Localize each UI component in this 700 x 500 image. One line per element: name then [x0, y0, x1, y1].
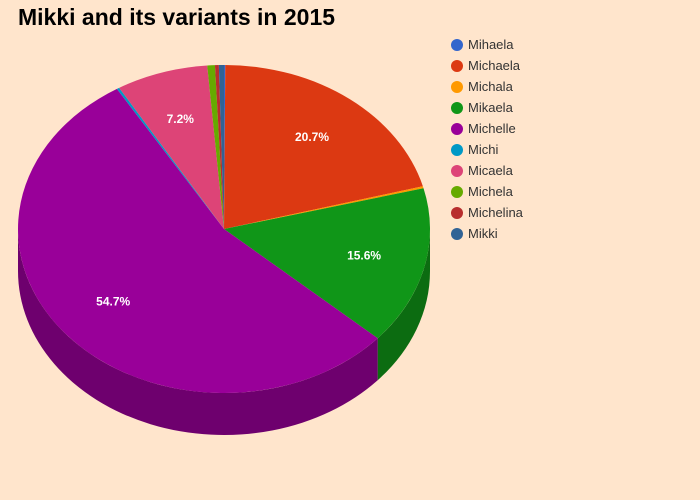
legend-item-mihaela[interactable]: Mihaela [451, 34, 523, 55]
pie-slice-michaela[interactable] [224, 65, 423, 229]
legend-label: Michelina [468, 205, 523, 220]
pie-slice-michi[interactable] [116, 87, 224, 229]
pie-side-mikaela [377, 229, 430, 381]
legend-label: Mikki [468, 226, 498, 241]
legend-label: Michaela [468, 58, 521, 73]
legend-swatch [451, 164, 463, 177]
data-label-micaela: 7.2% [167, 112, 195, 126]
legend-label: Micaela [468, 163, 513, 178]
pie-slice-mihaela[interactable] [224, 65, 226, 229]
legend-swatch [451, 227, 463, 240]
data-label-michaela: 20.7% [295, 130, 329, 144]
legend-item-michela[interactable]: Michela [451, 181, 523, 202]
pie-side-michelle [18, 229, 378, 436]
legend-label: Michela [468, 184, 513, 199]
legend-item-michaela[interactable]: Michaela [451, 55, 523, 76]
legend-item-michi[interactable]: Michi [451, 139, 523, 160]
legend-swatch [451, 80, 463, 93]
legend-swatch [451, 59, 463, 72]
chart-title: Mikki and its variants in 2015 [18, 4, 336, 30]
legend: Mihaela Michaela Michala Mikaela Michelle Mic… [451, 34, 523, 244]
data-label-michelle: 54.7% [96, 295, 130, 309]
legend-item-michala[interactable]: Michala [451, 76, 523, 97]
legend-swatch [451, 185, 463, 198]
pie-slice-mikki[interactable] [218, 65, 224, 229]
legend-label: Michelle [468, 121, 516, 136]
legend-item-mikki[interactable]: Mikki [451, 223, 523, 244]
pie-slice-michelina[interactable] [214, 65, 224, 230]
legend-label: Michala [468, 79, 513, 94]
legend-item-mikaela[interactable]: Mikaela [451, 97, 523, 118]
legend-label: Mikaela [468, 100, 513, 115]
pie-slice-mikaela[interactable] [224, 188, 430, 339]
legend-item-micaela[interactable]: Micaela [451, 160, 523, 181]
legend-label: Michi [468, 142, 499, 157]
legend-swatch [451, 143, 463, 156]
legend-swatch [451, 101, 463, 114]
pie-slice-michelle[interactable] [18, 88, 378, 393]
pie-slice-micaela[interactable] [119, 65, 224, 230]
pie-slice-michala[interactable] [224, 186, 424, 229]
legend-swatch [451, 38, 463, 51]
data-label-mikaela: 15.6% [347, 248, 381, 262]
pie-slice-michela[interactable] [207, 65, 224, 229]
legend-label: Mihaela [468, 37, 514, 52]
legend-swatch [451, 206, 463, 219]
legend-item-michelina[interactable]: Michelina [451, 202, 523, 223]
legend-item-michelle[interactable]: Michelle [451, 118, 523, 139]
legend-swatch [451, 122, 463, 135]
